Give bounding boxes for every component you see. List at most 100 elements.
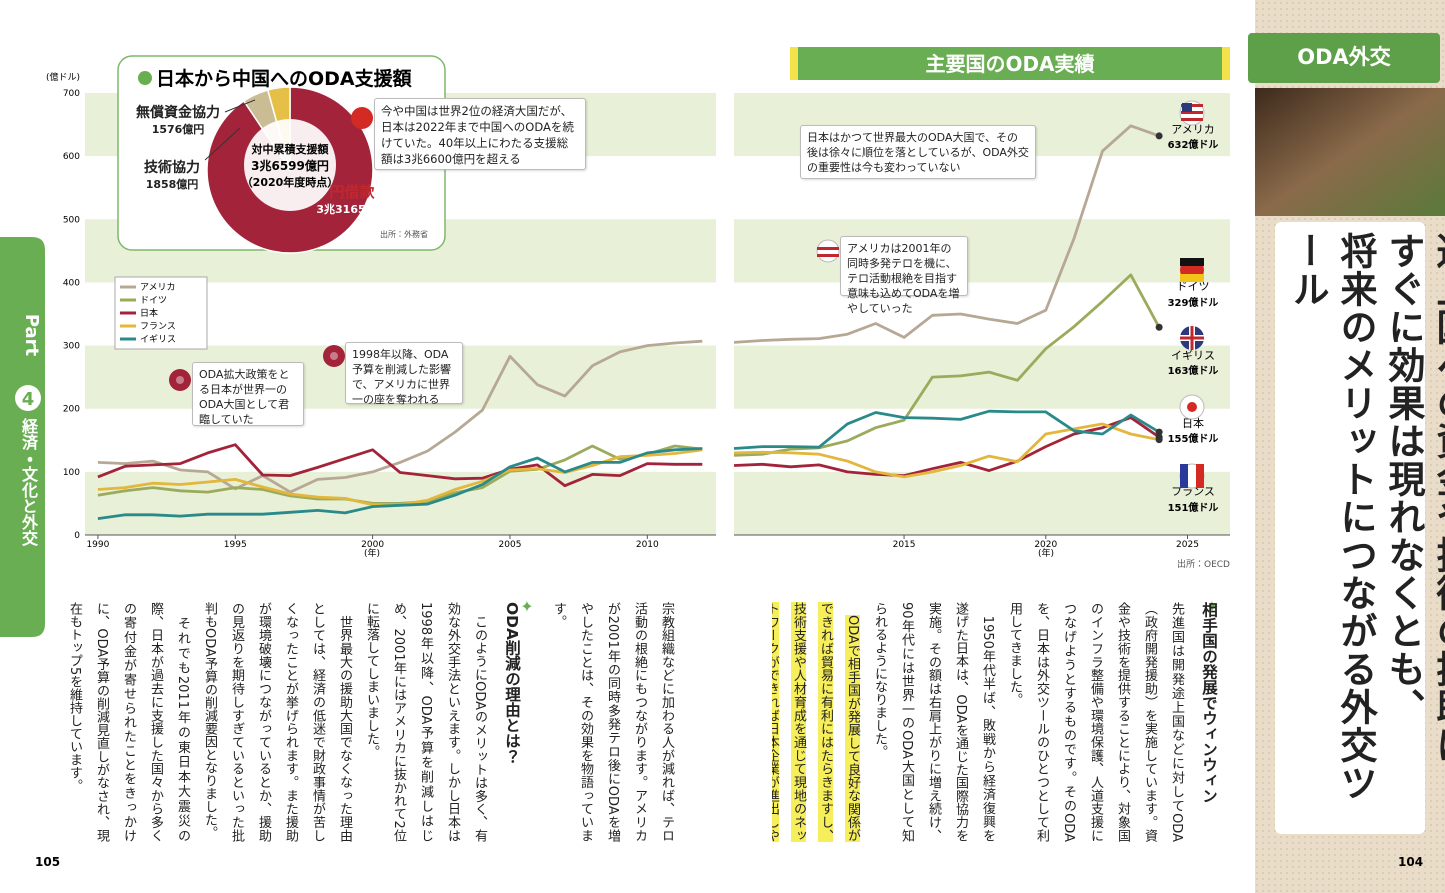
grid-band bbox=[734, 219, 1230, 283]
series-line bbox=[97, 443, 703, 488]
flag-stripe bbox=[1196, 464, 1204, 488]
highlight-text: ODAで相手国が発展して良好な関係ができれば貿易に有利にはたらきますし、技術支援… bbox=[772, 602, 860, 842]
x-tick-label: 2020 bbox=[1034, 540, 1057, 550]
series-line bbox=[97, 339, 703, 494]
flag-cross bbox=[1190, 326, 1194, 350]
y-tick-label: 100 bbox=[63, 468, 80, 478]
paragraph: ODAで相手国が発展して良好な関係ができれば貿易に有利にはたらきますし、技術支援… bbox=[772, 602, 866, 842]
pie-value-label: 1576億円 bbox=[152, 122, 205, 136]
paragraph: 先進国は開発途上国などに対してODA（政府開発援助）を実施しています。資金や技術… bbox=[1001, 602, 1190, 842]
text-run: 世界最大の援助大国でなくなった理由としては、経済の低迷で財政事情が苦しくなったこ… bbox=[202, 602, 352, 842]
y-unit: (億ドル) bbox=[46, 71, 80, 83]
pie-category: 無償資金協力 bbox=[136, 104, 220, 121]
pie-value-label: 3兆3165億円 bbox=[316, 202, 387, 216]
part-tab bbox=[0, 237, 45, 637]
text-run: 宗教組織などに加わる人が減れば、テロ活動の根絶にもつながります。アメリカが200… bbox=[551, 602, 674, 842]
pie-source: 出所：外務省 bbox=[380, 229, 428, 239]
flag-stripe bbox=[1180, 274, 1204, 282]
headline-line: すぐに効果は現れなくとも、 bbox=[1382, 232, 1425, 726]
annotation: 1998年以降、ODA予算を削減した影響で、アメリカに世界一の座を奪われる bbox=[345, 342, 463, 406]
x-tick-label: 2025 bbox=[1176, 540, 1199, 550]
icon: ✦ bbox=[1205, 597, 1218, 616]
flag-japan bbox=[169, 369, 191, 391]
y-tick-label: 400 bbox=[63, 278, 80, 288]
end-label-name: 日本 bbox=[1182, 416, 1204, 430]
headline-line: 将来のメリットにつながる外交ツール bbox=[1286, 232, 1377, 802]
paragraph: 宗教組織などに加わる人が減れば、テロ活動の根絶にもつながります。アメリカが200… bbox=[545, 602, 680, 842]
end-label-name: アメリカ bbox=[1171, 123, 1214, 136]
flag-stripe bbox=[1181, 111, 1203, 114]
end-point bbox=[1155, 436, 1163, 444]
y-tick-label: 300 bbox=[63, 342, 80, 352]
headline-line: 途上国への資金や技術の援助は bbox=[1430, 232, 1445, 764]
end-label-value: 632億ドル bbox=[1168, 138, 1219, 151]
banner-edge bbox=[790, 47, 798, 80]
center-label: 3兆6599億円 bbox=[251, 158, 329, 173]
part-circle bbox=[15, 385, 41, 411]
text-run: このようにODAのメリットは多く、有効な外交手法といえます。しかし日本は1998… bbox=[364, 602, 487, 842]
flag-stripe bbox=[1180, 258, 1204, 266]
center-label: 対中累積支援額 bbox=[251, 142, 330, 156]
end-label-value: 329億ドル bbox=[1168, 296, 1219, 309]
article-105: 宗教組織などに加わる人が減れば、テロ活動の根絶にもつながります。アメリカが200… bbox=[56, 602, 680, 842]
paragraph: それでも2011年の東日本大震災の際、日本が過去に支援した国々から多くの寄付金が… bbox=[61, 602, 196, 842]
flag-canton bbox=[1182, 103, 1192, 112]
photo bbox=[1255, 88, 1445, 216]
series-line bbox=[733, 409, 1160, 450]
pie-note: 今や中国は世界2位の経済大国だが、日本は2022年まで中国へのODAを続けていた… bbox=[374, 98, 586, 170]
x-unit: (年) bbox=[364, 547, 380, 559]
part-number: 4 bbox=[22, 389, 35, 410]
text-run: 1950年代半ば、敗戦から経済復興を遂げた日本は、ODAを通じた国際協力を実施。… bbox=[872, 602, 995, 842]
legend-label: アメリカ bbox=[140, 282, 176, 293]
legend-label: イギリス bbox=[140, 334, 176, 345]
leader bbox=[224, 99, 256, 113]
flag-japan bbox=[323, 345, 345, 367]
text-run: 先進国は開発途上国などに対してODA（政府開発援助）を実施しています。資金や技術… bbox=[1007, 602, 1184, 842]
title-dot bbox=[138, 71, 152, 85]
flag-sun bbox=[176, 376, 184, 384]
x-tick-label: 2015 bbox=[893, 540, 916, 550]
end-point bbox=[1155, 132, 1163, 140]
section-heading: ODA削減の理由とは？ bbox=[503, 602, 521, 765]
series-line bbox=[733, 422, 1160, 479]
series-line bbox=[733, 273, 1161, 457]
chart-title-bg bbox=[790, 47, 1230, 80]
series-line bbox=[97, 447, 703, 520]
chart-title: 主要国のODA実績 bbox=[925, 52, 1095, 76]
pie-hole bbox=[244, 119, 336, 211]
paragraph: このようにODAのメリットは多く、有効な外交手法といえます。しかし日本は1998… bbox=[358, 602, 493, 842]
legend-label: 日本 bbox=[140, 307, 158, 319]
end-label-name: フランス bbox=[1171, 485, 1215, 498]
x-tick-label: 1990 bbox=[86, 540, 109, 550]
paragraph: 世界最大の援助大国でなくなった理由としては、経済の低迷で財政事情が苦しくなったこ… bbox=[196, 602, 358, 842]
page-number: 105 bbox=[35, 855, 60, 869]
section-tag bbox=[1248, 33, 1440, 83]
x-tick-label: 1995 bbox=[224, 540, 247, 550]
section-heading: 相手国の発展でウィンウィン bbox=[1200, 602, 1218, 804]
section-title: ODA外交 bbox=[1297, 45, 1392, 69]
headline: 途上国への資金や技術の援助は すぐに効果は現れなくとも、 将来のメリットにつながる外… bbox=[1283, 232, 1445, 832]
y-tick-label: 200 bbox=[63, 405, 80, 415]
leader bbox=[204, 127, 241, 161]
banner-edge bbox=[1222, 47, 1230, 80]
text-run bbox=[845, 602, 860, 615]
paragraph: 1950年代半ば、敗戦から経済復興を遂げた日本は、ODAを通じた国際協力を実施。… bbox=[866, 602, 1001, 842]
annotation: アメリカは2001年の同時多発テロを機に、テロ活動根絶を目指す意味も込めてODA… bbox=[840, 236, 968, 315]
icon: ✦ bbox=[520, 597, 533, 616]
part-title: 経済・文化と外交 bbox=[19, 418, 38, 546]
plot: 1990 1995 2000 2005 2010 2015 2020 2025アメリカ632億… bbox=[63, 89, 1230, 559]
x-tick-label: 2010 bbox=[636, 540, 659, 550]
flags bbox=[169, 100, 1205, 489]
annotation: 日本はかつて世界最大のODA大国で、その後は徐々に順位を落としているが、ODA外… bbox=[800, 125, 1036, 179]
x-tick-label: 2005 bbox=[499, 540, 522, 550]
flag-stripe bbox=[817, 254, 839, 257]
part-label: Part bbox=[21, 314, 42, 357]
flag-stripe bbox=[1181, 118, 1203, 121]
article-104: 相手国の発展でウィンウィン 先進国は開発途上国などに対してODA（政府開発援助）を… bbox=[772, 602, 1224, 842]
legend-label: フランス bbox=[140, 321, 176, 332]
flag-usa bbox=[816, 239, 840, 263]
flag-sun bbox=[1187, 402, 1197, 412]
flag-china bbox=[351, 107, 373, 129]
